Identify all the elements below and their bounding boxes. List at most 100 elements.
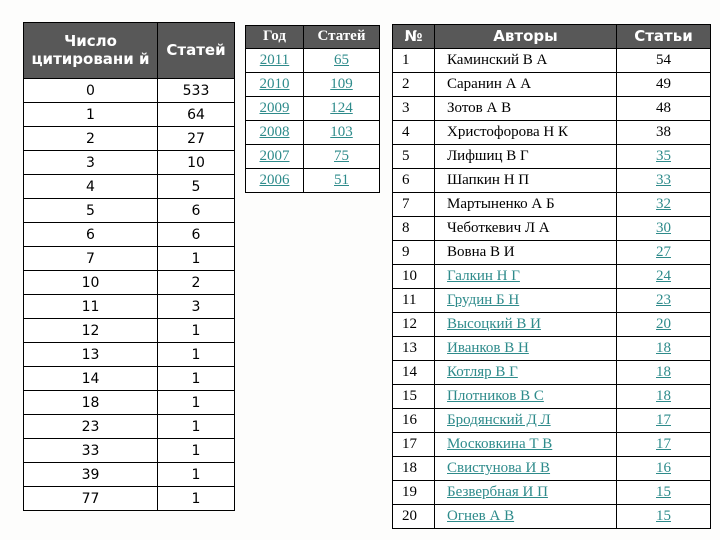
author-articles-link[interactable]: 32	[656, 196, 671, 212]
citations-table-body: 0 533 1 64 2 27 3 10 4 5 5 6 6 6 7 1 10 2 11 3 12 1 13 1 14 1 18 1 2…	[23, 78, 235, 511]
citations-count-cell: 18	[23, 390, 158, 415]
year-link[interactable]: 2007	[259, 148, 290, 164]
author-articles-cell: 15	[616, 504, 711, 529]
authors-table-row: 14 Котляр В Г 18	[392, 360, 711, 385]
years-table-row: 2011 65	[245, 48, 380, 73]
authors-articles-header: Статьи	[616, 24, 711, 49]
author-link[interactable]: Плотников В С	[447, 388, 544, 404]
author-rank-cell: 10	[392, 264, 435, 289]
authors-table-row: 10 Галкин Н Г 24	[392, 264, 711, 289]
author-articles-cell: 54	[616, 48, 711, 73]
citations-count-cell: 1	[23, 102, 158, 127]
author-name-cell: Огнев А В	[434, 504, 617, 529]
citations-table-row: 0 533	[23, 78, 235, 103]
citations-table: Число цитировани й Статей 0 533 1 64 2 27 3 10 4…	[23, 22, 235, 511]
citations-count-cell: 14	[23, 366, 158, 391]
author-rank-cell: 3	[392, 96, 435, 121]
author-articles-link[interactable]: 17	[656, 436, 671, 452]
author-articles-cell: 18	[616, 336, 711, 361]
year-articles-link[interactable]: 65	[334, 52, 349, 68]
author-link[interactable]: Высоцкий В И	[447, 316, 541, 332]
author-link[interactable]: Безвербная И П	[447, 484, 548, 500]
authors-table-row: 18 Свистунова И В 16	[392, 456, 711, 481]
authors-table-row: 8 Чеботкевич Л А 30	[392, 216, 711, 241]
author-articles-link[interactable]: 35	[656, 148, 671, 164]
authors-table-row: 6 Шапкин Н П 33	[392, 168, 711, 193]
year-articles-link[interactable]: 103	[330, 124, 353, 140]
authors-table-row: 15 Плотников В С 18	[392, 384, 711, 409]
citations-articles-cell: 1	[157, 246, 235, 271]
author-link[interactable]: Бродянский Д Л	[447, 412, 551, 428]
author-link[interactable]: Огнев А В	[447, 508, 515, 524]
year-link[interactable]: 2008	[259, 124, 290, 140]
author-articles-link[interactable]: 24	[656, 268, 671, 284]
citations-count-cell: 2	[23, 126, 158, 151]
author-articles-link[interactable]: 15	[656, 508, 671, 524]
author-link[interactable]: Грудин Б Н	[447, 292, 520, 308]
author-articles-link[interactable]: 18	[656, 364, 671, 380]
author-name-cell: Каминский В А	[434, 48, 617, 73]
year-articles-link[interactable]: 124	[330, 100, 353, 116]
citations-articles-cell: 1	[157, 462, 235, 487]
author-link[interactable]: Свистунова И В	[447, 460, 551, 476]
author-link[interactable]: Иванков В Н	[447, 340, 529, 356]
authors-table-row: 13 Иванков В Н 18	[392, 336, 711, 361]
author-articles-cell: 18	[616, 360, 711, 385]
citations-count-cell: 0	[23, 78, 158, 103]
author-rank-cell: 16	[392, 408, 435, 433]
author-link[interactable]: Галкин Н Г	[447, 268, 520, 284]
citations-table-row: 11 3	[23, 294, 235, 319]
citations-articles-cell: 1	[157, 342, 235, 367]
author-link[interactable]: Московкина Т В	[447, 436, 553, 452]
citations-count-cell: 6	[23, 222, 158, 247]
author-rank-cell: 14	[392, 360, 435, 385]
authors-name-header: Авторы	[434, 24, 617, 49]
author-articles-cell: 38	[616, 120, 711, 145]
author-rank-cell: 18	[392, 456, 435, 481]
authors-table-row: 1 Каминский В А 54	[392, 48, 711, 73]
author-articles-link[interactable]: 23	[656, 292, 671, 308]
citations-count-cell: 13	[23, 342, 158, 367]
authors-table-row: 19 Безвербная И П 15	[392, 480, 711, 505]
year-cell: 2011	[245, 48, 304, 73]
author-articles-cell: 27	[616, 240, 711, 265]
year-link[interactable]: 2009	[259, 100, 290, 116]
author-name-cell: Грудин Б Н	[434, 288, 617, 313]
citations-count-cell: 33	[23, 438, 158, 463]
author-name-cell: Шапкин Н П	[434, 168, 617, 193]
authors-table-row: 17 Московкина Т В 17	[392, 432, 711, 457]
citations-articles-header: Статей	[157, 22, 235, 79]
year-cell: 2006	[245, 168, 304, 193]
year-articles-link[interactable]: 51	[334, 172, 349, 188]
author-name-cell: Христофорова Н К	[434, 120, 617, 145]
author-name-cell: Котляр В Г	[434, 360, 617, 385]
citations-articles-cell: 1	[157, 414, 235, 439]
author-articles-link[interactable]: 18	[656, 388, 671, 404]
author-articles-link[interactable]: 18	[656, 340, 671, 356]
author-articles-link[interactable]: 33	[656, 172, 671, 188]
year-link[interactable]: 2011	[259, 52, 290, 68]
citations-header-row: Число цитировани й Статей	[23, 22, 235, 79]
year-articles-link[interactable]: 75	[334, 148, 349, 164]
author-link[interactable]: Котляр В Г	[447, 364, 518, 380]
author-articles-link[interactable]: 17	[656, 412, 671, 428]
authors-table-row: 5 Лифшиц В Г 35	[392, 144, 711, 169]
citations-articles-cell: 6	[157, 222, 235, 247]
author-articles-cell: 16	[616, 456, 711, 481]
years-table-row: 2008 103	[245, 120, 380, 145]
author-rank-cell: 2	[392, 72, 435, 97]
year-link[interactable]: 2006	[259, 172, 290, 188]
year-articles-link[interactable]: 109	[330, 76, 353, 92]
years-table-row: 2010 109	[245, 72, 380, 97]
citations-count-header: Число цитировани й	[23, 22, 158, 79]
authors-table-row: 9 Вовна В И 27	[392, 240, 711, 265]
author-articles-link[interactable]: 30	[656, 220, 671, 236]
author-articles-link[interactable]: 27	[656, 244, 671, 260]
author-articles-link[interactable]: 20	[656, 316, 671, 332]
citations-table-row: 1 64	[23, 102, 235, 127]
year-link[interactable]: 2010	[259, 76, 290, 92]
author-articles-link[interactable]: 16	[656, 460, 671, 476]
author-articles-link[interactable]: 15	[656, 484, 671, 500]
